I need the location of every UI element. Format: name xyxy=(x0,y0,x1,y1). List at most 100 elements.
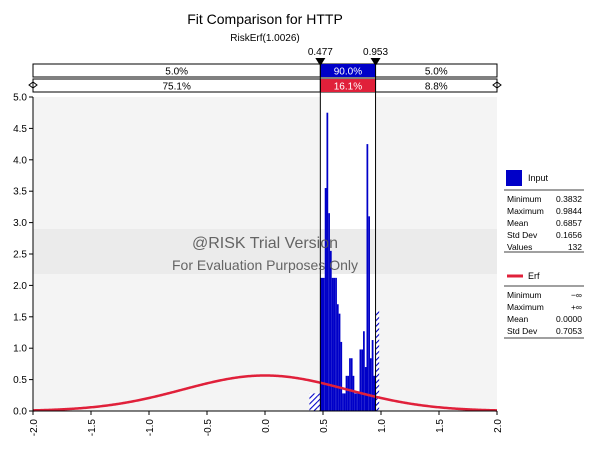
histogram-bar xyxy=(363,331,365,411)
legend-input-stat-label: Std Dev xyxy=(507,230,538,240)
x-tick-label: 0.0 xyxy=(261,419,272,433)
legend-input-stat-value: 0.9844 xyxy=(556,206,582,216)
right-delimiter-handle-icon[interactable] xyxy=(370,58,381,66)
histogram-bar xyxy=(331,277,334,411)
histogram-bar xyxy=(336,304,339,411)
histogram-bar xyxy=(324,188,327,411)
histogram-bars xyxy=(309,112,380,411)
legend-fit-stat-value: 0.0000 xyxy=(556,314,582,324)
histogram-bar xyxy=(329,250,332,411)
histogram-bar xyxy=(356,393,358,411)
y-tick-label: 1.0 xyxy=(13,344,27,355)
legend-fit-stat-label: Std Dev xyxy=(507,326,538,336)
histogram-bar xyxy=(354,393,357,411)
histogram-bar xyxy=(317,393,321,411)
histogram-bar xyxy=(326,112,329,411)
legend-fit-stat-value: −∞ xyxy=(571,290,582,300)
legend-fit-stat-value: 0.7053 xyxy=(556,326,582,336)
legend-input-stat-label: Minimum xyxy=(507,194,541,204)
y-tick-label: 4.0 xyxy=(13,155,27,166)
histogram-bar xyxy=(345,375,348,411)
chart-title: Fit Comparison for HTTP xyxy=(187,11,343,27)
fit-band-right: 8.8% xyxy=(425,82,448,93)
histogram-bar xyxy=(366,144,369,411)
legend-fit-stat-label: Minimum xyxy=(507,290,541,300)
histogram-bar xyxy=(342,393,344,411)
x-tick-label: -0.5 xyxy=(203,419,214,437)
fit-probability-band: 75.1% 16.1% 8.8% xyxy=(32,78,498,93)
histogram-bar xyxy=(347,375,350,411)
histogram-bar xyxy=(312,393,318,411)
y-tick-label: 3.0 xyxy=(13,218,27,229)
fit-band-middle: 16.1% xyxy=(334,82,362,93)
chart-subtitle: RiskErf(1.0026) xyxy=(230,33,299,44)
legend-input-stat-value: 0.1656 xyxy=(556,230,582,240)
histogram-bar xyxy=(340,341,343,411)
histogram-bar xyxy=(328,213,330,411)
band-right-arrow-icon[interactable] xyxy=(492,81,502,89)
histogram-bar xyxy=(369,358,372,411)
watermark-line2: For Evaluation Purposes Only xyxy=(172,257,358,273)
fit-curve-layer xyxy=(32,374,498,412)
legend-input-stat-label: Mean xyxy=(507,218,529,228)
histogram-bar xyxy=(371,340,374,411)
x-tick-label: -2.0 xyxy=(29,419,40,437)
histogram-bar xyxy=(343,393,346,411)
watermark-line1: @RISK Trial Version xyxy=(192,235,338,252)
input-band-left: 5.0% xyxy=(165,67,188,78)
histogram-bar xyxy=(350,358,353,411)
left-delimiter-handle-icon[interactable] xyxy=(315,58,326,66)
y-tick-label: 5.0 xyxy=(13,93,27,104)
right-delimiter-label: 0.953 xyxy=(363,47,388,58)
fit-band-left: 75.1% xyxy=(162,82,190,93)
legend-fit-stat-label: Maximum xyxy=(507,302,544,312)
y-tick-label: 4.5 xyxy=(13,124,27,135)
histogram-bar xyxy=(338,313,341,411)
x-tick-label: -1.5 xyxy=(87,419,98,437)
legend-input-stat-value: 0.6857 xyxy=(556,218,582,228)
histogram-bar xyxy=(352,375,355,411)
legend-input-stat-label: Values xyxy=(507,242,532,252)
y-tick-label: 1.5 xyxy=(13,312,27,323)
input-band-right: 5.0% xyxy=(425,67,448,78)
histogram-bar xyxy=(320,277,323,411)
left-delimiter-label: 0.477 xyxy=(308,47,333,58)
x-tick-label: 1.5 xyxy=(435,419,446,433)
input-probability-band: 5.0% 90.0% 5.0% xyxy=(32,63,498,78)
legend-input-title: Input xyxy=(528,173,549,183)
y-tick-label: 0.0 xyxy=(13,407,27,418)
x-tick-label: 0.5 xyxy=(319,419,330,433)
histogram-bar xyxy=(359,349,362,411)
histogram-bar xyxy=(333,277,336,411)
legend-input-stat-value: 0.3832 xyxy=(556,194,582,204)
legend-fit-stat-value: +∞ xyxy=(571,302,582,312)
fit-curve xyxy=(32,374,498,412)
histogram-bar xyxy=(335,277,337,411)
band-left-arrow-icon[interactable] xyxy=(28,81,38,89)
legend-fit-title: Erf xyxy=(528,271,540,281)
histogram-bar xyxy=(375,310,380,411)
histogram-bar xyxy=(323,277,325,411)
histogram-bar xyxy=(349,358,351,411)
histogram-bar xyxy=(364,367,367,411)
watermark-band xyxy=(33,229,497,274)
x-tick-label: 1.0 xyxy=(377,419,388,433)
x-tick-label: 2.0 xyxy=(493,419,504,433)
x-axis-ticks: -2.0 -1.5 -1.0 -0.5 0.0 0.5 1.0 1.5 2.0 xyxy=(29,411,504,436)
histogram-bar xyxy=(368,216,370,411)
y-tick-label: 0.5 xyxy=(13,375,27,386)
x-tick-label: -1.0 xyxy=(145,419,156,437)
legend-fit-stat-label: Mean xyxy=(507,314,529,324)
legend-input-stat-label: Maximum xyxy=(507,206,544,216)
histogram-bar xyxy=(309,393,313,411)
y-axis-ticks: 0.0 0.5 1.0 1.5 2.0 2.5 3.0 3.5 4.0 4.5 5.0 xyxy=(13,93,33,418)
histogram-bar xyxy=(357,393,360,411)
y-tick-label: 2.0 xyxy=(13,281,27,292)
histogram-bar xyxy=(361,349,364,411)
y-tick-label: 2.5 xyxy=(13,250,27,261)
histogram-bar xyxy=(373,375,376,411)
legend-input-swatch xyxy=(506,170,522,186)
y-tick-label: 3.5 xyxy=(13,187,27,198)
legend: Input Minimum 0.3832 Maximum 0.9844 Mean 0.68… xyxy=(504,170,584,339)
